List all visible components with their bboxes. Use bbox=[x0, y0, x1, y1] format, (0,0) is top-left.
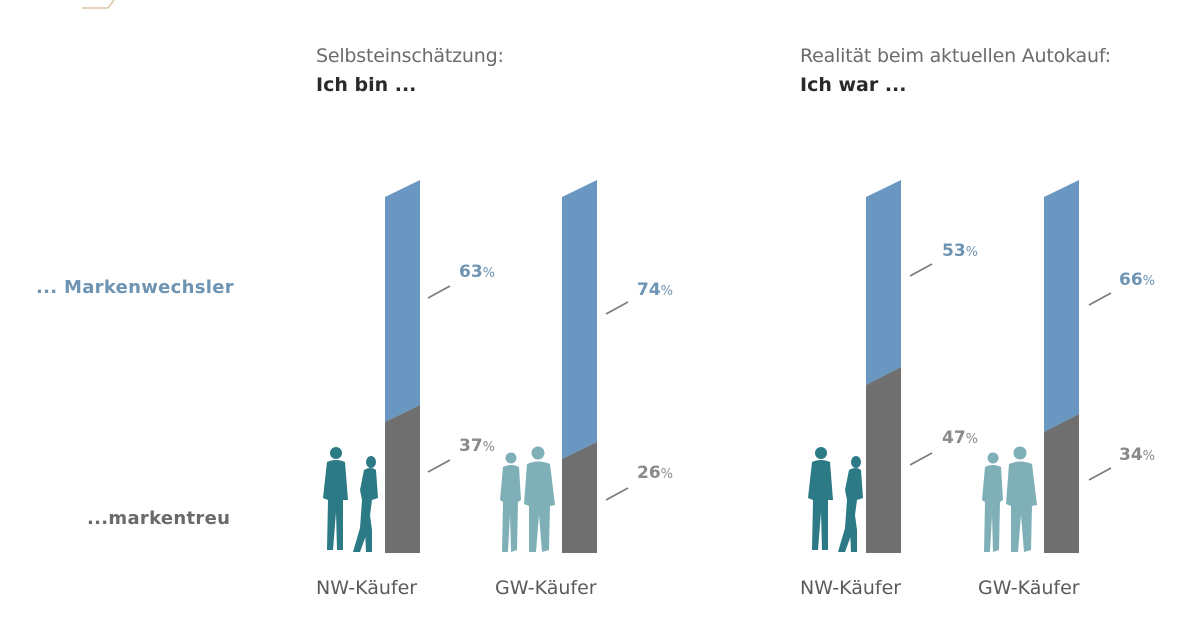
section-2-subtitle: Ich war ... bbox=[800, 74, 907, 96]
pct-nw-reality-loyal: 47% bbox=[942, 428, 979, 448]
leader-lines bbox=[427, 263, 1112, 501]
section-1-title: Selbsteinschätzung: bbox=[316, 45, 504, 67]
pct-gw-self-switcher: 74% bbox=[637, 280, 674, 300]
bar-gw-reality bbox=[1044, 180, 1079, 553]
bar-segment-loyal bbox=[562, 442, 597, 553]
row-label-markentreu: ...markentreu bbox=[87, 508, 231, 529]
pct-nw-self-switcher: 63% bbox=[459, 262, 496, 282]
bar-nw-reality bbox=[866, 180, 901, 553]
couple-walking-icon bbox=[982, 446, 1037, 552]
couple-facing-icon bbox=[323, 447, 378, 552]
pct-gw-reality-switcher: 66% bbox=[1119, 270, 1156, 290]
pct-gw-reality-loyal: 34% bbox=[1119, 445, 1156, 465]
section-2-title: Realität beim aktuellen Autokauf: bbox=[800, 45, 1111, 67]
bar-segment-loyal bbox=[866, 367, 901, 553]
group-label-nw-self: NW-Käufer bbox=[316, 577, 418, 599]
group-label-gw-self: GW-Käufer bbox=[495, 577, 597, 599]
bar-segment-switcher bbox=[866, 180, 901, 385]
bar-segment-switcher bbox=[562, 180, 597, 459]
logo-fragment-icon bbox=[82, 0, 115, 9]
bar-segment-loyal bbox=[1044, 414, 1079, 553]
group-label-nw-reality: NW-Käufer bbox=[800, 577, 902, 599]
couple-walking-icon bbox=[500, 446, 555, 552]
couple-facing-icon bbox=[808, 447, 863, 552]
row-label-markenwechsler: ... Markenwechsler bbox=[36, 277, 234, 298]
bar-gw-self bbox=[562, 180, 597, 553]
pct-nw-self-loyal: 37% bbox=[459, 436, 496, 456]
bar-segment-loyal bbox=[385, 405, 420, 553]
section-1-subtitle: Ich bin ... bbox=[316, 74, 417, 96]
group-label-gw-reality: GW-Käufer bbox=[978, 577, 1080, 599]
bar-segment-switcher bbox=[385, 180, 420, 422]
bar-segment-switcher bbox=[1044, 180, 1079, 432]
bar-nw-self bbox=[385, 180, 420, 553]
pct-gw-self-loyal: 26% bbox=[637, 463, 674, 483]
pct-nw-reality-switcher: 53% bbox=[942, 241, 979, 261]
